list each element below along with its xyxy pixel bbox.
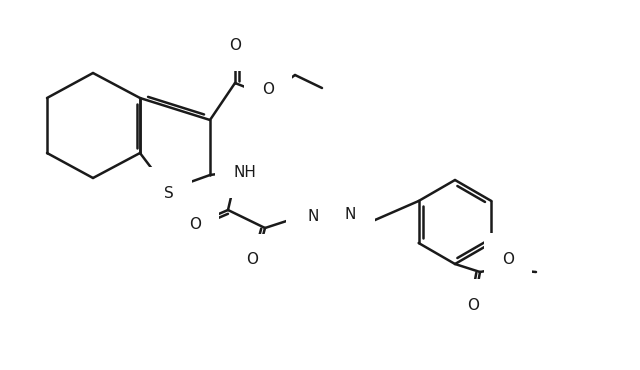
Text: N: N: [345, 206, 356, 222]
Text: O: O: [246, 252, 258, 268]
Text: O: O: [229, 37, 241, 53]
Text: H: H: [302, 196, 312, 209]
Text: O: O: [262, 81, 274, 97]
Text: NH: NH: [234, 165, 257, 179]
Text: O: O: [502, 252, 514, 266]
Text: N: N: [308, 209, 319, 223]
Text: O: O: [189, 216, 201, 232]
Text: S: S: [164, 185, 174, 201]
Text: O: O: [467, 297, 479, 313]
